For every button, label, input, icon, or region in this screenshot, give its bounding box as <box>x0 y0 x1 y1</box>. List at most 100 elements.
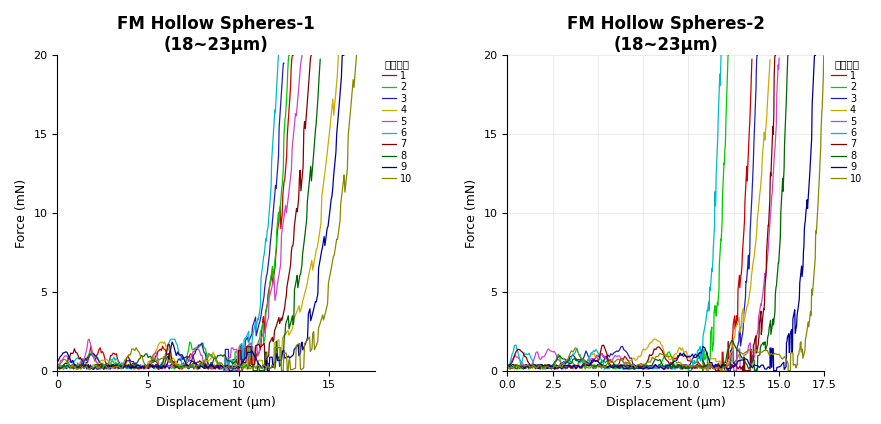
1 <box>218 366 229 371</box>
9 <box>810 53 820 58</box>
10 <box>691 363 701 368</box>
2 <box>52 363 63 368</box>
6 <box>99 364 109 369</box>
6 <box>685 368 695 373</box>
10 <box>783 368 794 373</box>
4 <box>236 365 247 370</box>
5 <box>234 368 245 373</box>
3 <box>273 153 284 159</box>
Line: 1: 1 <box>507 59 751 371</box>
8 <box>749 368 759 373</box>
1 <box>719 361 729 366</box>
8 <box>666 366 677 371</box>
7 <box>228 366 239 371</box>
9 <box>278 348 289 353</box>
3 <box>98 366 108 371</box>
8 <box>241 363 252 368</box>
Line: 6: 6 <box>507 56 721 371</box>
2 <box>685 364 696 369</box>
Line: 4: 4 <box>57 56 338 370</box>
4 <box>258 367 269 372</box>
10 <box>696 365 707 371</box>
1 <box>167 361 178 366</box>
1 <box>703 363 714 368</box>
5 <box>210 364 220 369</box>
1 <box>746 57 757 62</box>
Line: 2: 2 <box>507 56 729 371</box>
5 <box>564 363 574 368</box>
10 <box>579 359 589 364</box>
3 <box>562 358 573 363</box>
Line: 9: 9 <box>57 56 344 371</box>
5 <box>297 53 307 58</box>
2 <box>502 364 513 369</box>
5 <box>97 362 107 367</box>
10 <box>263 364 273 369</box>
2 <box>224 364 234 369</box>
4 <box>105 361 115 366</box>
10 <box>352 53 362 58</box>
6 <box>715 53 726 58</box>
1 <box>744 145 754 150</box>
7 <box>175 364 186 369</box>
1 <box>100 356 110 361</box>
1 <box>559 363 570 368</box>
8 <box>309 145 320 150</box>
9 <box>806 145 817 150</box>
10 <box>277 368 287 373</box>
3 <box>727 346 737 351</box>
7 <box>770 53 781 58</box>
5 <box>654 366 664 371</box>
Legend: 1, 2, 3, 4, 5, 6, 7, 8, 9, 10: 1, 2, 3, 4, 5, 6, 7, 8, 9, 10 <box>827 56 866 188</box>
8 <box>755 345 766 350</box>
7 <box>660 356 670 361</box>
6 <box>502 365 513 371</box>
Line: 7: 7 <box>57 56 311 369</box>
9 <box>192 363 203 368</box>
3 <box>712 362 722 367</box>
6 <box>624 363 634 368</box>
4 <box>765 57 775 62</box>
4 <box>557 365 567 370</box>
5 <box>658 364 669 369</box>
7 <box>52 366 63 371</box>
9 <box>196 364 207 369</box>
5 <box>739 353 750 358</box>
8 <box>671 365 682 370</box>
9 <box>263 368 273 373</box>
9 <box>52 360 63 365</box>
Line: 5: 5 <box>507 58 779 371</box>
9 <box>678 351 689 356</box>
7 <box>745 347 756 352</box>
Line: 2: 2 <box>57 56 289 371</box>
6 <box>273 53 284 58</box>
Line: 10: 10 <box>57 56 357 371</box>
8 <box>502 362 513 367</box>
7 <box>566 365 577 371</box>
10 <box>818 53 829 58</box>
Line: 5: 5 <box>57 56 302 371</box>
4 <box>716 368 727 373</box>
9 <box>331 131 342 137</box>
9 <box>337 53 347 58</box>
6 <box>215 364 226 369</box>
Y-axis label: Force (mN): Force (mN) <box>465 179 478 248</box>
5 <box>161 362 172 367</box>
8 <box>738 356 749 361</box>
7 <box>729 362 740 367</box>
8 <box>315 57 325 62</box>
9 <box>775 364 786 369</box>
3 <box>749 129 759 134</box>
5 <box>165 364 175 369</box>
4 <box>759 130 769 135</box>
7 <box>179 363 189 368</box>
8 <box>780 135 790 140</box>
Line: 9: 9 <box>507 56 815 371</box>
10 <box>816 127 826 132</box>
10 <box>52 365 63 370</box>
7 <box>665 363 676 368</box>
10 <box>112 364 122 369</box>
Line: 8: 8 <box>507 56 788 371</box>
8 <box>263 361 274 366</box>
Line: 10: 10 <box>507 56 825 371</box>
